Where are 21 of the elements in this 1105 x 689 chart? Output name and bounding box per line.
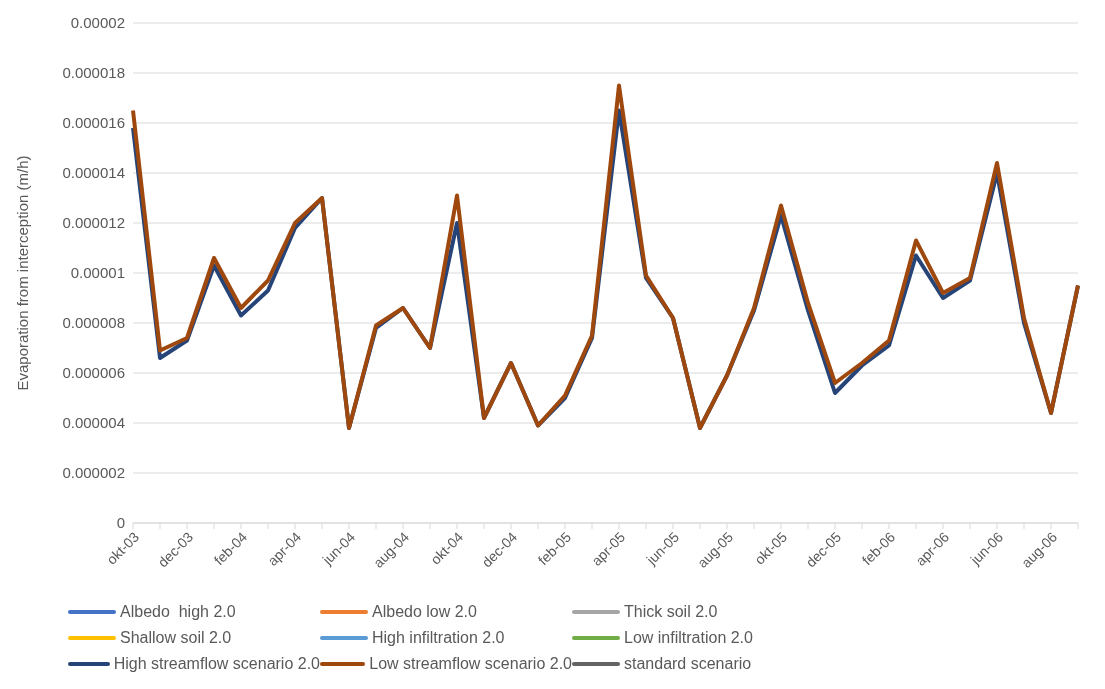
y-axis-title: Evaporation from interception (m/h) (14, 155, 32, 391)
y-tick-label: 0.00001 (70, 264, 125, 282)
legend-label: Albedo high 2.0 (120, 603, 236, 621)
y-tick-label: 0.000014 (62, 164, 125, 182)
legend-label: High streamflow scenario 2.0 (113, 655, 320, 673)
legend-label: Shallow soil 2.0 (120, 629, 232, 647)
y-tick-label: 0.000004 (62, 414, 125, 432)
y-tick-label: 0.000002 (62, 464, 125, 482)
y-tick-label: 0.000008 (62, 314, 125, 332)
legend-label: High infiltration 2.0 (372, 629, 505, 647)
y-tick-label: 0.000018 (62, 64, 125, 82)
y-tick-label: 0.000016 (62, 114, 125, 132)
legend-label: Low infiltration 2.0 (624, 629, 753, 647)
legend-label: Albedo low 2.0 (372, 603, 477, 621)
y-tick-label: 0 (116, 514, 125, 532)
legend-label: standard scenario (624, 655, 752, 673)
legend-label: Thick soil 2.0 (624, 603, 718, 621)
legend-label: Low streamflow scenario 2.0 (369, 655, 572, 673)
y-tick-label: 0.00002 (70, 14, 125, 32)
y-tick-label: 0.000012 (62, 214, 125, 232)
y-tick-label: 0.000006 (62, 364, 125, 382)
